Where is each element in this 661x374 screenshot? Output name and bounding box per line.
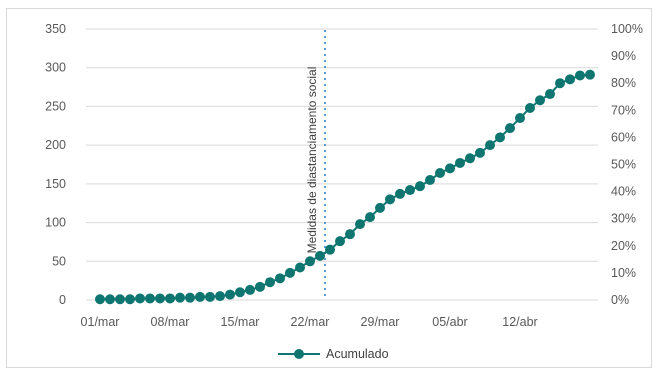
legend-label: Acumulado [326, 347, 389, 361]
data-point [355, 219, 365, 230]
annotation-label: Medidas de diastanciamento social [305, 67, 319, 254]
data-point [245, 284, 255, 295]
data-point [575, 70, 585, 81]
data-point [565, 74, 575, 85]
data-point [375, 202, 385, 213]
y-tick-label: 50 [52, 254, 66, 268]
y-tick-label: 350 [45, 22, 66, 36]
data-point [455, 157, 465, 168]
data-point [535, 95, 545, 106]
x-tick-label: 22/mar [291, 315, 330, 329]
data-point [265, 277, 275, 288]
data-point [175, 292, 185, 303]
data-point [205, 291, 215, 302]
data-point [255, 281, 265, 292]
y-axis-left: 0 50 100 150 200 250 300 350 [45, 22, 66, 307]
y-tick-label: 150 [45, 177, 66, 191]
legend: Acumulado [278, 347, 389, 361]
y2-tick-label: 100% [611, 22, 643, 36]
y-tick-label: 250 [45, 99, 66, 113]
x-tick-label: 01/mar [81, 315, 120, 329]
x-tick-label: 29/mar [361, 315, 400, 329]
data-point [275, 273, 285, 284]
y2-tick-label: 60% [611, 130, 636, 144]
data-point [95, 294, 105, 305]
data-point [505, 123, 515, 134]
data-point [285, 267, 295, 278]
data-point [105, 294, 115, 305]
y2-tick-label: 30% [611, 212, 636, 226]
data-point [215, 291, 225, 302]
data-point [225, 289, 235, 300]
data-point [295, 262, 305, 273]
series-line [100, 73, 591, 301]
data-point [415, 181, 425, 192]
data-point [395, 188, 405, 199]
data-point [235, 287, 245, 298]
data-point [315, 250, 325, 261]
data-point [485, 140, 495, 151]
y-tick-label: 100 [45, 216, 66, 230]
y2-tick-label: 70% [611, 103, 636, 117]
data-point [515, 113, 525, 124]
data-point [125, 294, 135, 305]
data-point [155, 293, 165, 304]
x-axis: 01/mar 08/mar 15/mar 22/mar 29/mar 05/abr 12/a… [81, 315, 538, 329]
data-point [435, 168, 445, 179]
data-point [525, 102, 535, 113]
x-tick-label: 05/abr [432, 315, 467, 329]
y-tick-label: 0 [59, 293, 66, 307]
y2-tick-label: 80% [611, 76, 636, 90]
data-point [165, 293, 175, 304]
annotation-group: Medidas de diastanciamento social [305, 30, 326, 300]
x-tick-label: 12/abr [502, 315, 537, 329]
data-point [325, 244, 335, 255]
y2-tick-label: 10% [611, 266, 636, 280]
y-axis-right: 0% 10% 20% 30% 40% 50% 60% 70% 80% 90% 100% [611, 22, 643, 307]
y-tick-label: 300 [45, 61, 66, 75]
legend-marker [294, 349, 304, 359]
data-point [555, 78, 565, 89]
data-point [335, 236, 345, 247]
y2-tick-label: 0% [611, 293, 629, 307]
gridlines [86, 28, 598, 301]
data-point [305, 256, 315, 267]
data-point [405, 185, 415, 196]
data-point [495, 132, 505, 143]
data-point [545, 89, 555, 100]
data-point [145, 293, 155, 304]
data-point [345, 229, 355, 240]
data-point [475, 147, 485, 158]
y-tick-label: 200 [45, 138, 66, 152]
series-acumulado [95, 69, 595, 305]
data-point [465, 153, 475, 164]
y2-tick-label: 50% [611, 158, 636, 172]
y2-tick-label: 20% [611, 239, 636, 253]
data-point [425, 174, 435, 185]
data-point [185, 292, 195, 303]
data-point [585, 69, 595, 80]
y2-tick-label: 90% [611, 49, 636, 63]
x-tick-label: 15/mar [221, 315, 260, 329]
data-point [195, 291, 205, 302]
data-point [365, 212, 375, 223]
data-point [115, 294, 125, 305]
data-point [445, 163, 455, 174]
y2-tick-label: 40% [611, 185, 636, 199]
data-point [135, 293, 145, 304]
x-tick-label: 08/mar [151, 315, 190, 329]
data-point [385, 194, 395, 205]
